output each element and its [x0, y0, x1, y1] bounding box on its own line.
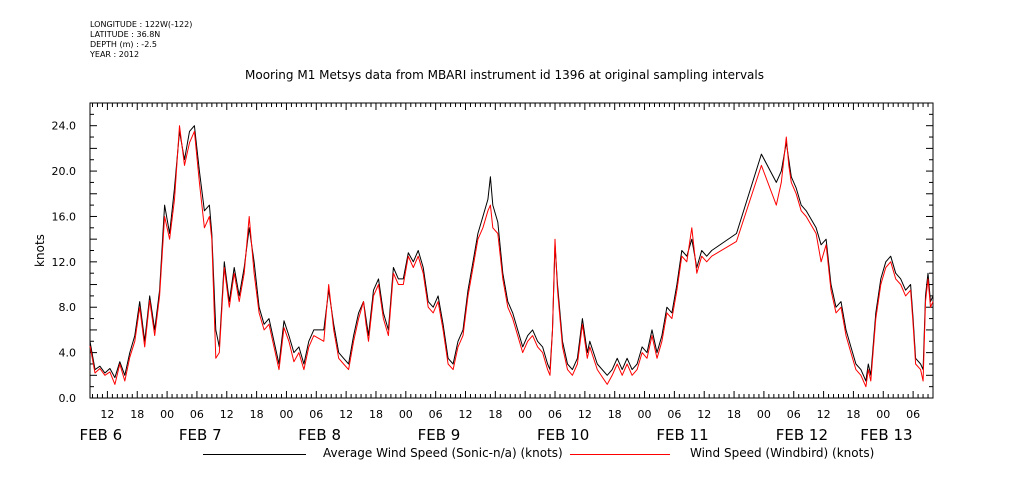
x-tick-label: 12	[458, 408, 472, 421]
x-tick-label: 12	[578, 408, 592, 421]
y-tick-label: 24.0	[52, 120, 77, 133]
legend: Average Wind Speed (Sonic-n/a) (knots) W…	[0, 446, 1009, 466]
legend-swatch-windbird	[570, 454, 670, 455]
x-tick-label: 00	[757, 408, 771, 421]
x-tick-label: 18	[250, 408, 264, 421]
x-tick-label: 06	[667, 408, 681, 421]
x-tick-label: 00	[876, 408, 890, 421]
x-day-label: FEB 7	[179, 426, 222, 444]
legend-swatch-average	[203, 454, 306, 455]
year-label: YEAR : 2012	[90, 50, 140, 59]
x-tick-label: 06	[906, 408, 920, 421]
x-tick-label: 18	[727, 408, 741, 421]
legend-label-windbird: Wind Speed (Windbird) (knots)	[690, 446, 875, 460]
series-line-windbird	[89, 125, 934, 388]
x-tick-label: 18	[846, 408, 860, 421]
y-tick-label: 12.0	[52, 256, 77, 269]
x-tick-label: 00	[518, 408, 532, 421]
x-day-label: FEB 12	[776, 426, 828, 444]
x-tick-label: 00	[638, 408, 652, 421]
x-tick-label: 06	[309, 408, 323, 421]
x-tick-label: 06	[190, 408, 204, 421]
legend-label-average: Average Wind Speed (Sonic-n/a) (knots)	[323, 446, 563, 460]
y-tick-label: 16.0	[52, 210, 77, 223]
series-line-average-wind	[89, 125, 934, 382]
x-day-label: FEB 8	[298, 426, 341, 444]
x-tick-label: 00	[399, 408, 413, 421]
x-tick-label: 12	[697, 408, 711, 421]
chart-title: Mooring M1 Metsys data from MBARI instru…	[245, 68, 764, 82]
x-day-label: FEB 6	[79, 426, 122, 444]
metadata-block: LONGITUDE : 122W(-122) LATITUDE : 36.8N …	[90, 20, 192, 60]
y-tick-label: 20.0	[52, 165, 77, 178]
y-tick-label: 4.0	[59, 347, 77, 360]
x-day-label: FEB 10	[537, 426, 589, 444]
x-tick-label: 06	[429, 408, 443, 421]
longitude-label: LONGITUDE : 122W(-122)	[90, 20, 193, 29]
plot-frame	[89, 102, 934, 399]
x-tick-label: 18	[488, 408, 502, 421]
x-tick-label: 18	[369, 408, 383, 421]
x-tick-label: 00	[279, 408, 293, 421]
x-tick-label: 06	[787, 408, 801, 421]
y-axis-label: knots	[33, 234, 47, 267]
x-tick-label: 12	[339, 408, 353, 421]
y-tick-label: 8.0	[59, 301, 77, 314]
x-tick-label: 06	[548, 408, 562, 421]
x-tick-label: 18	[130, 408, 144, 421]
x-tick-label: 12	[100, 408, 114, 421]
y-tick-label: 0.0	[59, 392, 77, 405]
x-tick-label: 12	[817, 408, 831, 421]
x-day-label: FEB 9	[418, 426, 461, 444]
depth-label: DEPTH (m) : -2.5	[90, 40, 157, 49]
x-tick-label: 18	[608, 408, 622, 421]
x-day-label: FEB 13	[860, 426, 912, 444]
x-day-label: FEB 11	[656, 426, 708, 444]
x-tick-label: 12	[220, 408, 234, 421]
x-tick-label: 00	[160, 408, 174, 421]
latitude-label: LATITUDE : 36.8N	[90, 30, 161, 39]
